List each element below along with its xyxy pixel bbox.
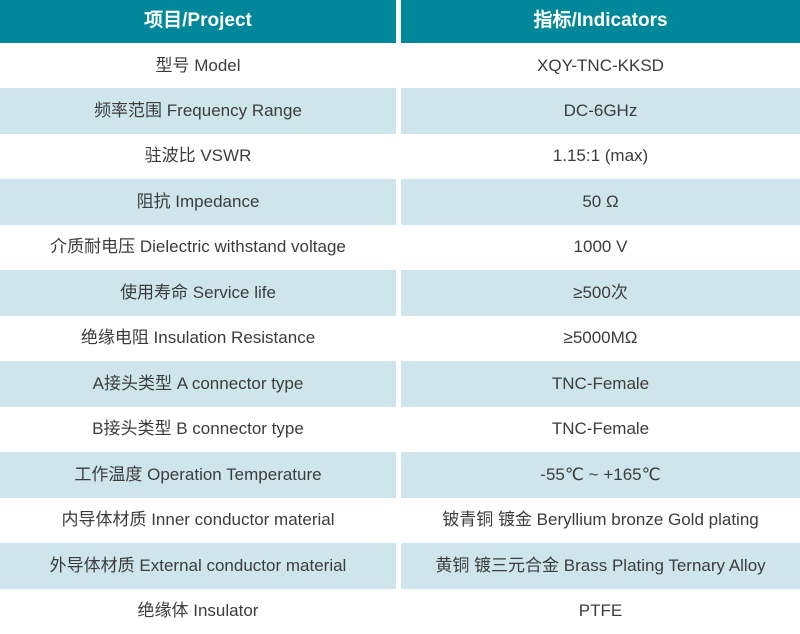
table-header-row: 项目/Project 指标/Indicators <box>0 0 800 43</box>
column-divider <box>396 270 401 316</box>
table-row: 内导体材质 Inner conductor material 铍青铜 镀金 Ber… <box>0 497 800 544</box>
column-divider <box>396 224 401 271</box>
row-label: B接头类型 B connector type <box>0 406 396 453</box>
row-value: PTFE <box>401 588 800 634</box>
column-header-indicators: 指标/Indicators <box>401 0 800 43</box>
column-divider <box>396 543 401 589</box>
row-label: A接头类型 A connector type <box>0 361 396 407</box>
row-label: 绝缘体 Insulator <box>0 588 396 634</box>
row-label: 驻波比 VSWR <box>0 133 396 180</box>
row-value: 黄铜 镀三元合金 Brass Plating Ternary Alloy <box>401 543 800 589</box>
table-row: 使用寿命 Service life ≥500次 <box>0 270 800 316</box>
table-row: 型号 Model XQY-TNC-KKSD <box>0 43 800 89</box>
column-divider <box>396 88 401 134</box>
column-header-project: 项目/Project <box>0 0 396 43</box>
row-label: 外导体材质 External conductor material <box>0 543 396 589</box>
table-row: B接头类型 B connector type TNC-Female <box>0 406 800 453</box>
row-value: -55℃ ~ +165℃ <box>401 452 800 498</box>
column-divider <box>396 406 401 453</box>
row-value: 1.15:1 (max) <box>401 133 800 180</box>
column-divider <box>396 133 401 180</box>
row-label: 内导体材质 Inner conductor material <box>0 497 396 544</box>
row-label: 型号 Model <box>0 43 396 89</box>
row-value: ≥500次 <box>401 270 800 316</box>
row-label: 工作温度 Operation Temperature <box>0 452 396 498</box>
row-label: 阻抗 Impedance <box>0 179 396 225</box>
row-value: 铍青铜 镀金 Beryllium bronze Gold plating <box>401 497 800 544</box>
column-divider <box>396 452 401 498</box>
row-value: TNC-Female <box>401 361 800 407</box>
row-label: 使用寿命 Service life <box>0 270 396 316</box>
table-row: 绝缘电阻 Insulation Resistance ≥5000MΩ <box>0 315 800 362</box>
column-divider <box>396 0 401 43</box>
column-divider <box>396 497 401 544</box>
table-row: A接头类型 A connector type TNC-Female <box>0 361 800 407</box>
column-divider <box>396 315 401 362</box>
row-value: XQY-TNC-KKSD <box>401 43 800 89</box>
column-divider <box>396 43 401 89</box>
row-label: 介质耐电压 Dielectric withstand voltage <box>0 224 396 271</box>
row-value: TNC-Female <box>401 406 800 453</box>
table-row: 驻波比 VSWR 1.15:1 (max) <box>0 133 800 180</box>
table-row: 绝缘体 Insulator PTFE <box>0 588 800 634</box>
table-row: 外导体材质 External conductor material 黄铜 镀三元合… <box>0 543 800 589</box>
column-divider <box>396 179 401 225</box>
column-divider <box>396 588 401 634</box>
table-row: 频率范围 Frequency Range DC-6GHz <box>0 88 800 134</box>
row-value: DC-6GHz <box>401 88 800 134</box>
table-row: 介质耐电压 Dielectric withstand voltage 1000 V <box>0 224 800 271</box>
table-row: 阻抗 Impedance 50 Ω <box>0 179 800 225</box>
row-value: 50 Ω <box>401 179 800 225</box>
table-row: 工作温度 Operation Temperature -55℃ ~ +165℃ <box>0 452 800 498</box>
row-label: 频率范围 Frequency Range <box>0 88 396 134</box>
row-value: ≥5000MΩ <box>401 315 800 362</box>
column-divider <box>396 361 401 407</box>
row-label: 绝缘电阻 Insulation Resistance <box>0 315 396 362</box>
table-body: 型号 Model XQY-TNC-KKSD 频率范围 Frequency Range… <box>0 43 800 634</box>
row-value: 1000 V <box>401 224 800 271</box>
